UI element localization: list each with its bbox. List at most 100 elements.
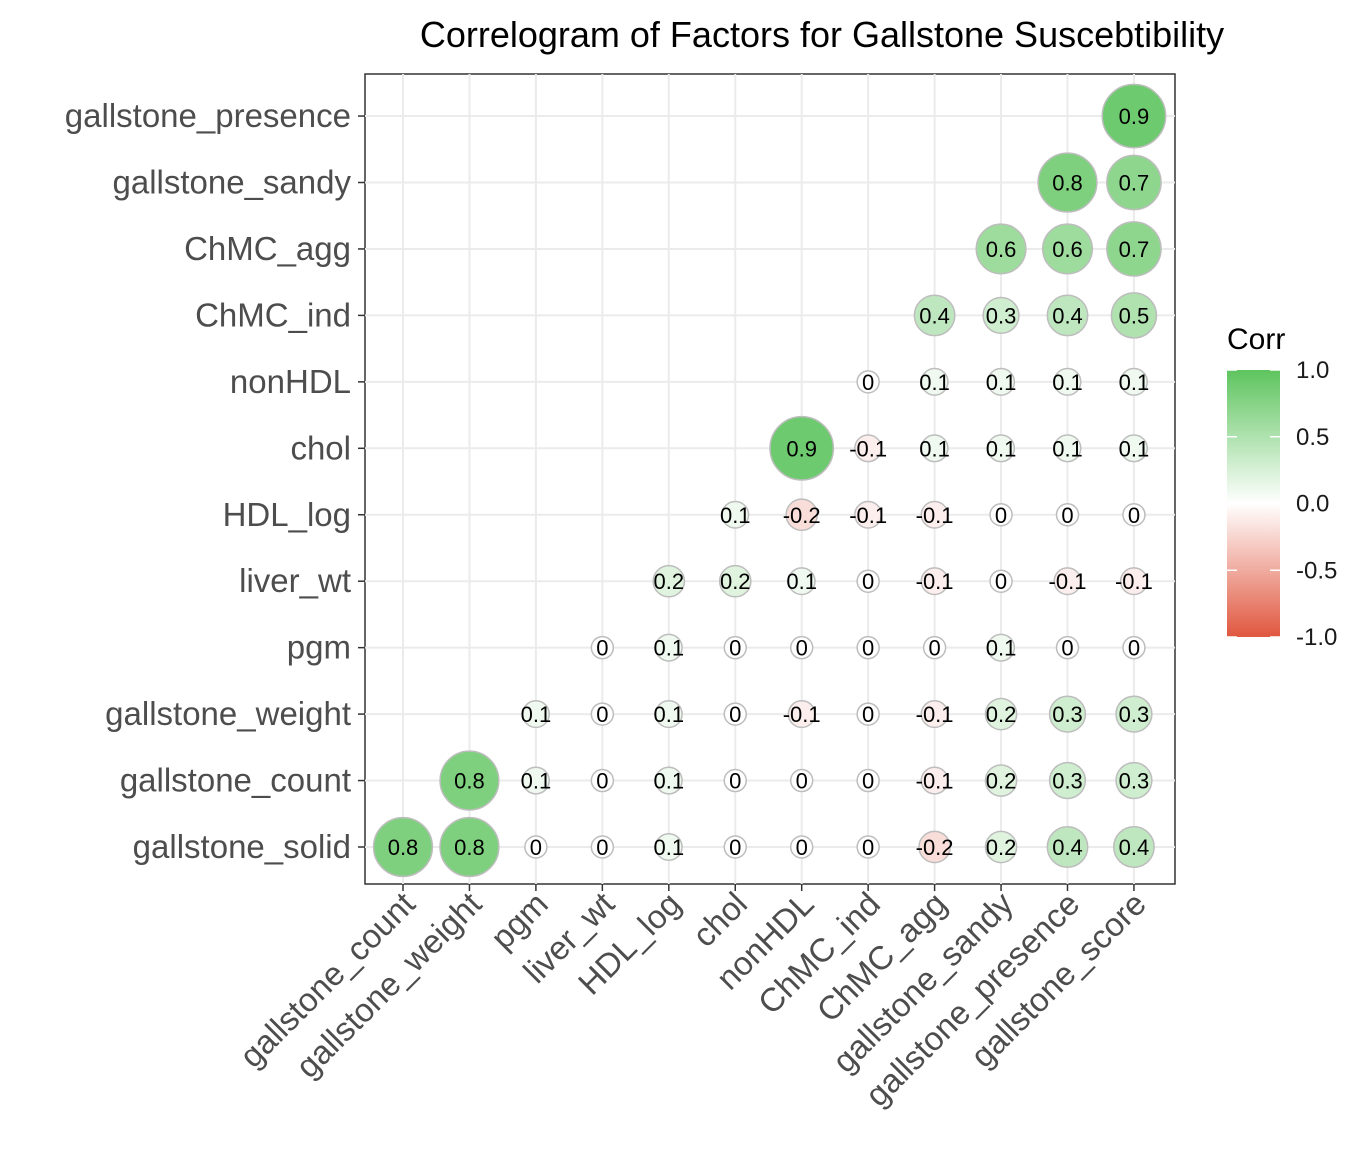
corr-circle bbox=[723, 702, 747, 726]
corr-circle bbox=[1053, 367, 1082, 396]
corr-value-label: 0 bbox=[995, 569, 1007, 594]
corr-value-label: 0 bbox=[729, 636, 741, 661]
corr-circle bbox=[1119, 434, 1148, 463]
corr-value-label: -0.1 bbox=[916, 569, 954, 594]
corr-circle bbox=[987, 434, 1016, 463]
corr-value-label: 0.2 bbox=[654, 569, 685, 594]
corr-circle bbox=[439, 750, 500, 811]
corr-value-label: 0 bbox=[862, 569, 874, 594]
y-tick-label: liver_wt bbox=[239, 562, 351, 599]
correlation-cells: 0.8 0.8 0 0 0.1 0 0 0 -0.2 0.2 0.4 0.4 0.8 0.1 0 0.1 0 0 0… bbox=[372, 83, 1167, 878]
legend-ticks: 1.0 0.5 0.0 -0.5 -1.0 bbox=[1227, 357, 1337, 651]
corr-value-label: 0.1 bbox=[521, 702, 552, 727]
corr-value-label: 0.1 bbox=[986, 636, 1017, 661]
y-tick-label: HDL_log bbox=[223, 496, 351, 533]
corr-circle bbox=[721, 500, 750, 529]
corr-value-label: 0 bbox=[530, 835, 542, 860]
corr-value-label: 0.4 bbox=[919, 303, 950, 328]
corr-value-label: -0.1 bbox=[1049, 569, 1087, 594]
y-tick-label: nonHDL bbox=[230, 363, 351, 400]
corr-value-label: 0.6 bbox=[1052, 237, 1083, 262]
corr-circle bbox=[920, 367, 949, 396]
corr-value-label: 0.1 bbox=[986, 436, 1017, 461]
corr-circle bbox=[769, 415, 835, 481]
corr-circle bbox=[1110, 292, 1158, 339]
corr-circle bbox=[1101, 83, 1167, 149]
corr-circle bbox=[854, 500, 883, 529]
corr-circle bbox=[922, 635, 947, 660]
corr-value-label: 0 bbox=[729, 769, 741, 794]
chart-title: Correlogram of Factors for Gallstone Sus… bbox=[420, 14, 1224, 55]
legend-tick-label: 0.5 bbox=[1296, 424, 1329, 451]
y-tick-label: chol bbox=[290, 429, 351, 466]
corr-circle bbox=[1119, 567, 1148, 596]
corr-circle bbox=[854, 434, 883, 463]
corr-value-label: 0 bbox=[862, 769, 874, 794]
corr-circle bbox=[521, 700, 550, 729]
corr-circle bbox=[1106, 154, 1162, 211]
corr-circle bbox=[856, 702, 880, 726]
corr-value-label: 0.5 bbox=[1119, 303, 1150, 328]
corr-circle bbox=[654, 766, 683, 795]
y-tick-label: gallstone_weight bbox=[105, 695, 351, 732]
corr-circle bbox=[856, 635, 880, 660]
corr-circle bbox=[856, 370, 880, 394]
corr-circle bbox=[590, 768, 615, 793]
corr-value-label: 0 bbox=[596, 835, 608, 860]
corr-circle bbox=[785, 498, 819, 532]
corr-circle bbox=[787, 567, 816, 596]
corr-circle bbox=[1055, 635, 1080, 660]
corr-value-label: -0.2 bbox=[916, 835, 954, 860]
corr-circle bbox=[1122, 503, 1146, 527]
corr-value-label: 0.4 bbox=[1052, 835, 1083, 860]
corr-circle bbox=[984, 830, 1018, 864]
corr-value-label: 0 bbox=[596, 702, 608, 727]
corr-circle bbox=[439, 816, 500, 878]
corr-value-label: 0.8 bbox=[454, 835, 485, 860]
corr-circle bbox=[1048, 695, 1087, 733]
corr-value-label: 0 bbox=[1061, 636, 1073, 661]
corr-circle bbox=[987, 367, 1016, 396]
corr-value-label: 0 bbox=[862, 702, 874, 727]
corr-circle bbox=[654, 633, 683, 662]
corr-value-label: 0.1 bbox=[919, 436, 950, 461]
corr-circle bbox=[920, 700, 949, 729]
corr-circle bbox=[1106, 221, 1162, 277]
corr-circle bbox=[787, 700, 816, 729]
corr-value-label: 0 bbox=[596, 769, 608, 794]
corr-circle bbox=[723, 635, 747, 660]
corr-circle bbox=[1037, 152, 1098, 213]
y-tick-label: gallstone_solid bbox=[133, 828, 351, 865]
y-tick-label: ChMC_agg bbox=[184, 230, 351, 267]
corr-value-label: 0.1 bbox=[986, 370, 1017, 395]
corr-circle bbox=[989, 503, 1013, 527]
corr-value-label: 0.1 bbox=[654, 636, 685, 661]
corr-value-label: -0.1 bbox=[849, 436, 887, 461]
corr-value-label: 0.2 bbox=[986, 769, 1017, 794]
corr-circle bbox=[989, 569, 1013, 593]
corr-value-label: 0.1 bbox=[521, 769, 552, 794]
corr-circle bbox=[1115, 695, 1153, 733]
corr-value-label: 0 bbox=[862, 835, 874, 860]
corr-value-label: 0 bbox=[1061, 503, 1073, 528]
corr-value-label: 0.1 bbox=[919, 370, 950, 395]
corr-circle bbox=[856, 569, 880, 593]
corr-circle bbox=[1046, 294, 1089, 337]
corr-circle bbox=[654, 832, 683, 862]
corr-circle bbox=[1041, 223, 1094, 275]
corr-value-label: 0.1 bbox=[1052, 436, 1083, 461]
corr-circle bbox=[982, 296, 1020, 335]
corr-value-label: 0.1 bbox=[654, 702, 685, 727]
corr-circle bbox=[913, 294, 956, 337]
corr-value-label: -0.1 bbox=[849, 503, 887, 528]
y-axis: gallstone_solid gallstone_count gallstone_… bbox=[65, 97, 365, 865]
corr-value-label: 0 bbox=[862, 636, 874, 661]
corr-value-label: 0.3 bbox=[1119, 702, 1150, 727]
corr-value-label: 0 bbox=[796, 835, 808, 860]
corr-circle bbox=[920, 766, 949, 795]
corr-value-label: -0.1 bbox=[916, 702, 954, 727]
corr-circle bbox=[789, 835, 814, 859]
legend-tick-label: 0.0 bbox=[1296, 491, 1329, 518]
y-tick-label: gallstone_count bbox=[120, 762, 351, 799]
corr-value-label: 0.4 bbox=[1052, 303, 1083, 328]
